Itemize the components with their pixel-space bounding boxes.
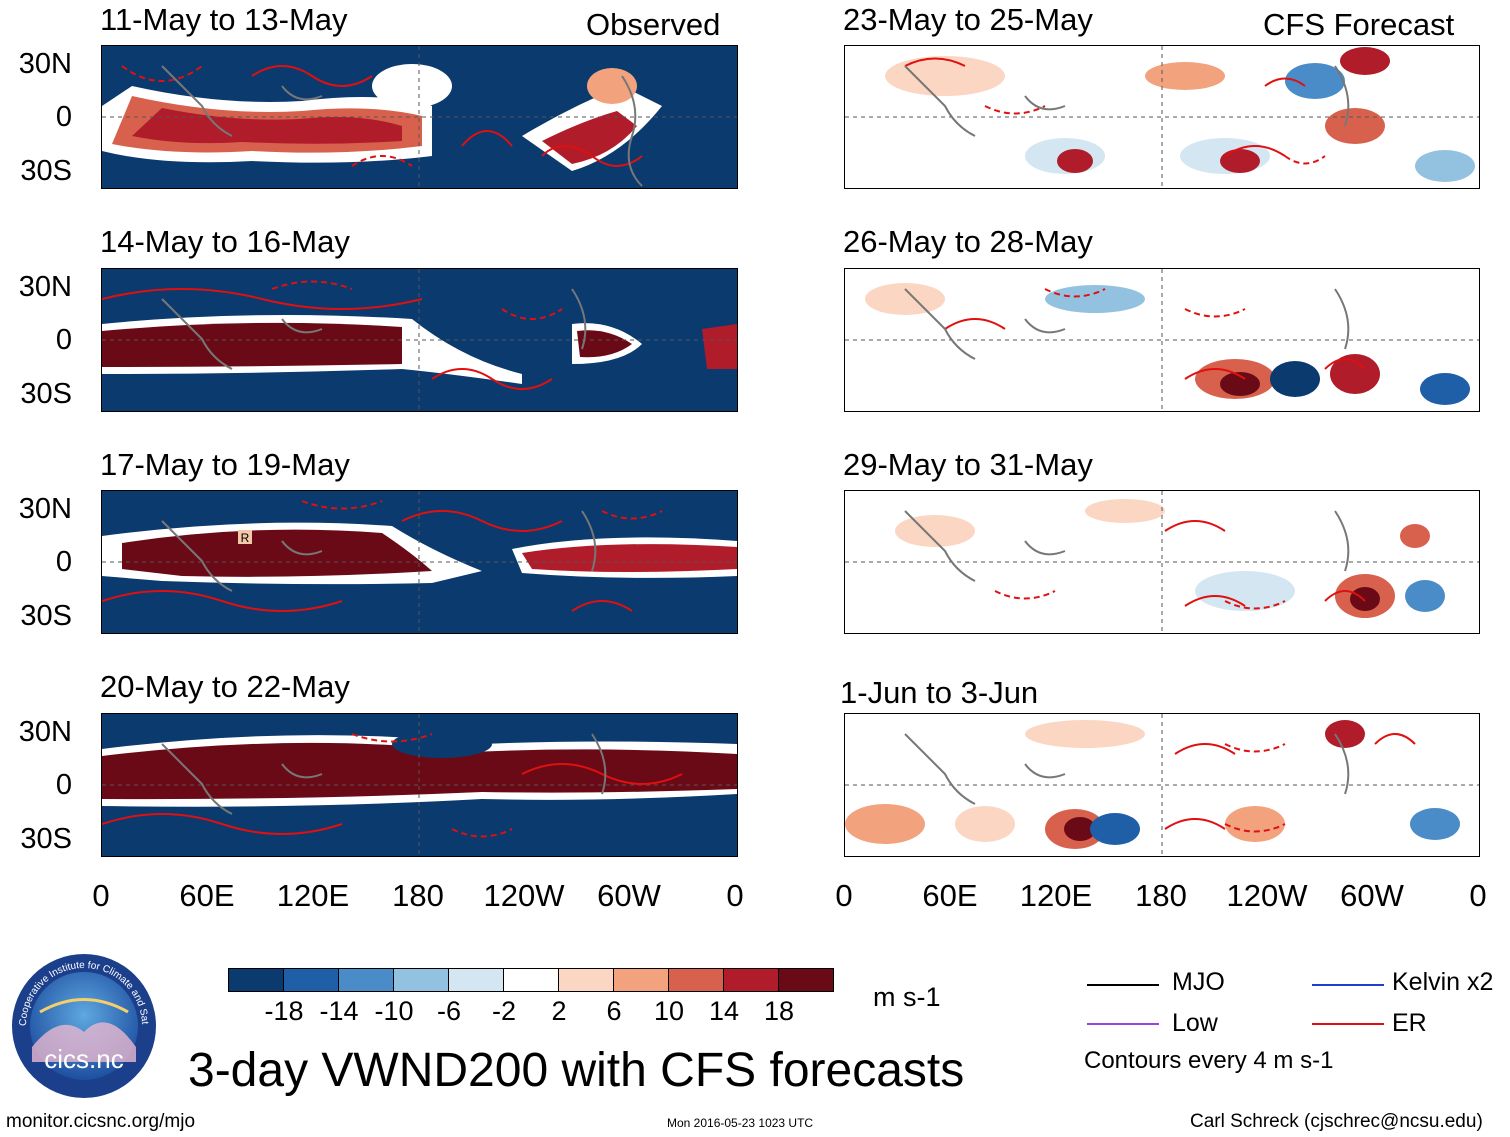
colorbar-tick: -10	[374, 996, 414, 1026]
panel-title-obs-2: 14-May to 16-May	[100, 224, 350, 259]
lon-label: 60E	[922, 878, 978, 913]
legend-label-low: Low	[1172, 1009, 1218, 1037]
legend-label-mjo: MJO	[1172, 968, 1225, 996]
lat-0: 0	[55, 324, 72, 356]
lon-label: 0	[726, 878, 744, 913]
legend-line-kelvin	[1312, 984, 1384, 986]
panel-title-fc-4: 1-Jun to 3-Jun	[840, 675, 1039, 710]
lon-label: 0	[92, 878, 110, 913]
lat-0: 0	[55, 769, 72, 801]
legend-line-low	[1087, 1023, 1159, 1025]
panel-title-obs-1: 11-May to 13-May	[100, 2, 348, 37]
colorbar-units: m s-1	[873, 982, 941, 1012]
lat-30n: 30N	[18, 271, 72, 303]
lon-label: 120E	[276, 878, 350, 913]
lon-label: 120W	[483, 878, 565, 913]
map-forecast-3	[844, 490, 1480, 634]
lon-label: 180	[392, 878, 444, 913]
lon-label: 0	[1469, 878, 1487, 913]
lon-label: 180	[1135, 878, 1187, 913]
footer-author: Carl Schreck (cjschrec@ncsu.edu)	[1190, 1111, 1483, 1132]
panel-title-fc-3: 29-May to 31-May	[843, 447, 1093, 482]
colorbar-swatch	[723, 968, 779, 992]
footer-url[interactable]: monitor.cicsnc.org/mjo	[6, 1111, 196, 1132]
colorbar-swatch	[228, 968, 284, 992]
lat-30s: 30S	[20, 155, 72, 187]
map-forecast-2	[844, 268, 1480, 412]
map-forecast-1	[844, 45, 1480, 189]
cics-logo: Cooperative Institute for Climate and Sa…	[10, 952, 156, 1098]
colorbar-tick: 10	[653, 996, 685, 1026]
lon-label: 60E	[179, 878, 235, 913]
map-observed-3: R	[101, 490, 738, 634]
colorbar-tick: -6	[436, 996, 461, 1026]
colorbar-swatch	[613, 968, 669, 992]
legend-line-er	[1312, 1023, 1384, 1025]
panel-title-obs-3: 17-May to 19-May	[100, 447, 350, 482]
colorbar-swatch	[778, 968, 834, 992]
map-marker-label: R	[241, 531, 250, 545]
legend-label-er: ER	[1392, 1009, 1427, 1037]
colorbar-swatch	[503, 968, 559, 992]
colorbar-tick: 18	[763, 996, 795, 1026]
colorbar-swatch	[338, 968, 394, 992]
legend-label-kelvin: Kelvin x2	[1392, 968, 1494, 996]
lon-label: 120W	[1226, 878, 1308, 913]
lat-30n: 30N	[18, 493, 72, 525]
lat-30s: 30S	[20, 378, 72, 410]
map-observed-4	[101, 713, 738, 857]
lat-30n: 30N	[18, 48, 72, 80]
colorbar-tick: -18	[264, 996, 304, 1026]
lon-label: 120E	[1019, 878, 1093, 913]
colorbar-tick: -2	[491, 996, 516, 1026]
colorbar-swatch	[283, 968, 339, 992]
lat-30n: 30N	[18, 716, 72, 748]
colorbar-swatch	[448, 968, 504, 992]
logo-text: cics.nc	[44, 1044, 123, 1074]
panel-title-fc-2: 26-May to 28-May	[843, 224, 1093, 259]
colorbar-tick: 14	[708, 996, 740, 1026]
lat-30s: 30S	[20, 600, 72, 632]
main-title: 3-day VWND200 with CFS forecasts	[188, 1044, 965, 1097]
lon-label: 60W	[597, 878, 661, 913]
lon-label: 0	[835, 878, 853, 913]
contour-interval-note: Contours every 4 m s-1	[1084, 1047, 1334, 1074]
footer-timestamp: Mon 2016-05-23 1023 UTC	[667, 1116, 814, 1130]
legend-line-mjo	[1087, 984, 1159, 986]
colorbar-tick: 2	[551, 996, 567, 1026]
panel-title-obs-4: 20-May to 22-May	[100, 669, 350, 704]
map-observed-2	[101, 268, 738, 412]
colorbar-tick: 6	[606, 996, 622, 1026]
lat-0: 0	[55, 101, 72, 133]
colorbar-swatch	[558, 968, 614, 992]
colorbar-swatch	[393, 968, 449, 992]
lat-0: 0	[55, 546, 72, 578]
colorbar-tick: -14	[319, 996, 359, 1026]
observed-tag: Observed	[586, 7, 721, 42]
lat-30s: 30S	[20, 823, 72, 855]
colorbar-swatch	[668, 968, 724, 992]
forecast-tag: CFS Forecast	[1263, 7, 1455, 42]
map-forecast-4	[844, 713, 1480, 857]
map-observed-1	[101, 45, 738, 189]
panel-title-fc-1: 23-May to 25-May	[843, 2, 1093, 37]
lon-label: 60W	[1340, 878, 1404, 913]
